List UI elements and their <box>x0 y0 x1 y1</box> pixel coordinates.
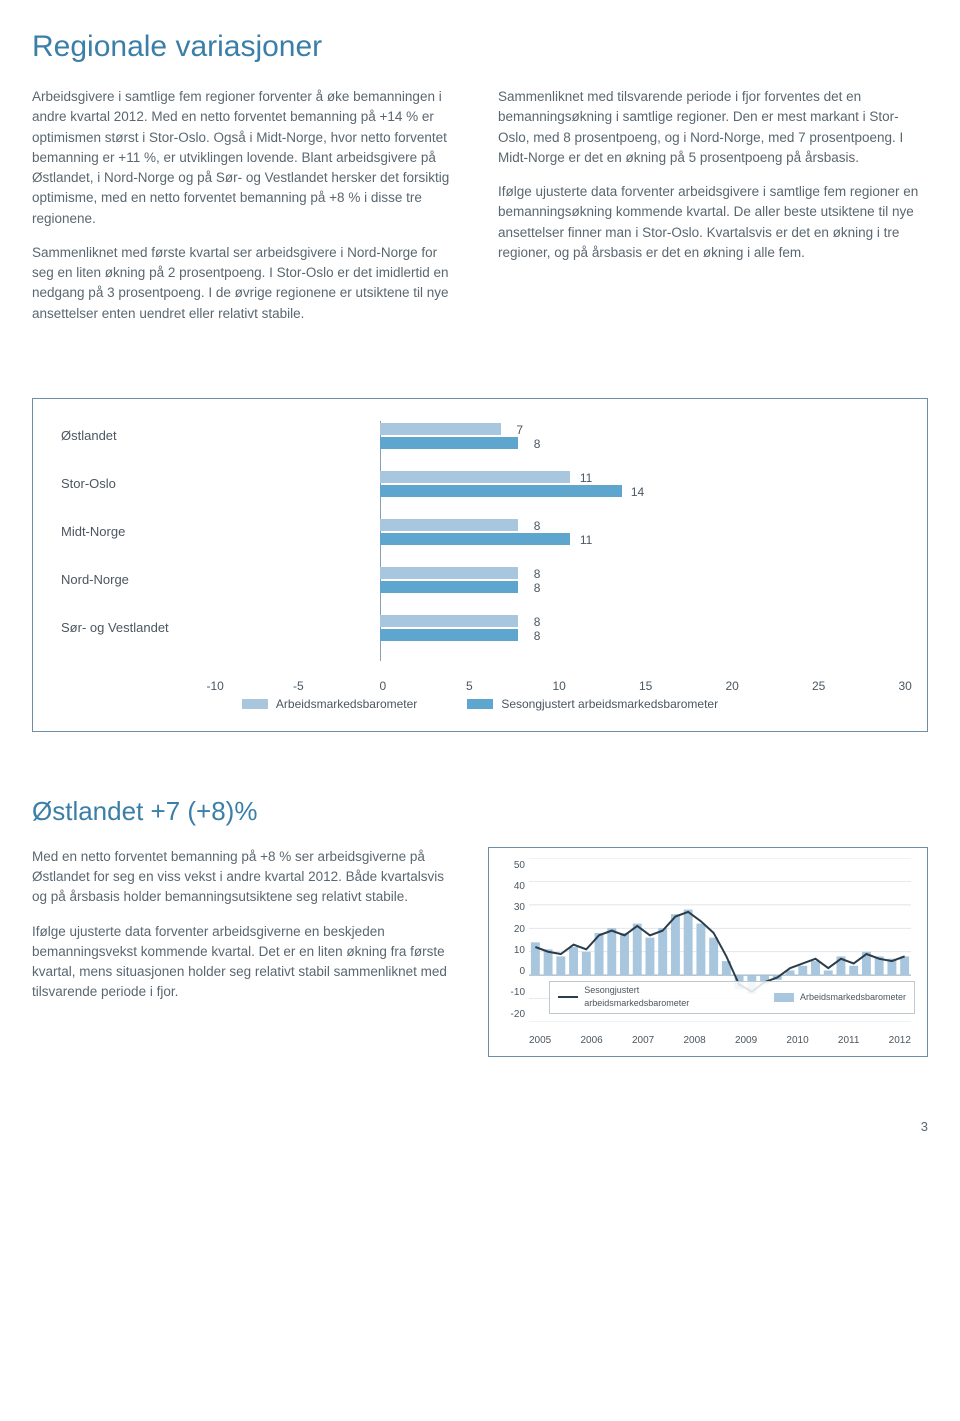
bar-value-label: 11 <box>580 531 592 549</box>
legend-label: Arbeidsmarkedsbarometer <box>800 991 906 1005</box>
regional-bar-chart: Østlandet Stor-Oslo Midt-Norge Nord-Norge Sø… <box>32 398 928 732</box>
x-tick-label: 5 <box>466 677 467 695</box>
y-tick-label: 20 <box>501 922 525 937</box>
y-tick-label: 10 <box>501 943 525 958</box>
bar-segment: 11 <box>380 471 570 483</box>
x-year-label: 2011 <box>838 1033 860 1048</box>
legend-label: Sesongjustert arbeidsmarkedsbarometer <box>584 984 734 1011</box>
x-year-label: 2006 <box>580 1033 602 1048</box>
page-title: Regionale variasjoner <box>32 24 928 69</box>
bar-segment: 11 <box>380 533 570 545</box>
x-year-label: 2010 <box>786 1033 808 1048</box>
x-tick-label: 20 <box>726 677 727 695</box>
bar-chart-legend: Arbeidsmarkedsbarometer Sesongjustert ar… <box>61 695 899 713</box>
x-year-label: 2009 <box>735 1033 757 1048</box>
body-paragraph: Sammenliknet med tilsvarende periode i f… <box>498 87 928 168</box>
bar-category-label: Midt-Norge <box>61 517 191 547</box>
bar-category-label: Stor-Oslo <box>61 469 191 499</box>
x-tick-label: 0 <box>380 677 381 695</box>
legend-line-sample <box>558 996 578 998</box>
bar-segment: 8 <box>380 629 518 641</box>
body-paragraph: Sammenliknet med første kvartal ser arbe… <box>32 243 462 324</box>
bar-row: 88 <box>207 613 899 643</box>
legend-swatch <box>774 993 794 1002</box>
page-number: 3 <box>32 1117 928 1137</box>
body-paragraph: Ifølge ujusterte data forventer arbeidsg… <box>32 922 458 1003</box>
right-column: Sammenliknet med tilsvarende periode i f… <box>498 87 928 338</box>
left-column: Arbeidsgivere i samtlige fem regioner fo… <box>32 87 462 338</box>
x-year-label: 2012 <box>889 1033 911 1048</box>
bar-row: 78 <box>207 421 899 451</box>
bar-segment: 14 <box>380 485 622 497</box>
bar-value-label: 14 <box>631 483 644 501</box>
legend-item: Sesongjustert arbeidsmarkedsbarometer <box>558 984 734 1011</box>
bar-segment: 8 <box>380 615 518 627</box>
bar-category-labels: Østlandet Stor-Oslo Midt-Norge Nord-Norge Sø… <box>61 421 191 691</box>
section-title: Østlandet +7 (+8)% <box>32 792 928 831</box>
bar-category-label: Nord-Norge <box>61 565 191 595</box>
y-tick-label: -10 <box>501 985 525 1000</box>
section2-text: Med en netto forventet bemanning på +8 %… <box>32 847 458 1057</box>
y-tick-label: -20 <box>501 1007 525 1022</box>
intro-columns: Arbeidsgivere i samtlige fem regioner fo… <box>32 87 928 338</box>
x-tick-label: 25 <box>812 677 813 695</box>
bar-category-label: Østlandet <box>61 421 191 451</box>
bar-segment: 8 <box>380 437 518 449</box>
y-tick-label: 30 <box>501 900 525 915</box>
legend-item: Arbeidsmarkedsbarometer <box>242 695 417 713</box>
y-tick-label: 50 <box>501 858 525 873</box>
bar-row: 8 11 <box>207 517 899 547</box>
bar-value-label: 8 <box>534 435 541 453</box>
body-paragraph: Ifølge ujusterte data forventer arbeidsg… <box>498 182 928 263</box>
ostlandet-line-chart: 50403020100-10-20 2005200620072008200920… <box>488 847 928 1057</box>
bar-category-label: Sør- og Vestlandet <box>61 613 191 643</box>
bar-segment: 7 <box>380 423 501 435</box>
legend-label: Arbeidsmarkedsbarometer <box>276 695 417 713</box>
bar-value-label: 8 <box>534 579 541 597</box>
y-tick-label: 40 <box>501 879 525 894</box>
legend-swatch <box>242 699 268 709</box>
bar-row: 88 <box>207 565 899 595</box>
x-tick-label: 10 <box>553 677 554 695</box>
legend-item: Arbeidsmarkedsbarometer <box>774 991 906 1005</box>
x-year-label: 2007 <box>632 1033 654 1048</box>
line-chart-legend: Sesongjustert arbeidsmarkedsbarometer Ar… <box>549 981 915 1014</box>
line-y-axis: 50 40 30 20 10 0 -10 -20 <box>501 858 525 1022</box>
x-tick-label: -5 <box>293 677 294 695</box>
bar-segment: 8 <box>380 519 518 531</box>
body-paragraph: Arbeidsgivere i samtlige fem regioner fo… <box>32 87 462 229</box>
legend-label: Sesongjustert arbeidsmarkedsbarometer <box>501 695 718 713</box>
y-tick-label: 0 <box>501 964 525 979</box>
bar-plot-area: 7811148118888-10-5051015202530 <box>207 421 899 691</box>
bar-row: 11 14 <box>207 469 899 499</box>
bar-value-label: 8 <box>534 627 541 645</box>
x-year-label: 2008 <box>683 1033 705 1048</box>
legend-swatch <box>467 699 493 709</box>
line-x-axis: 2005 2006 2007 2008 2009 2010 2011 2012 <box>529 1033 911 1048</box>
bar-segment: 8 <box>380 567 518 579</box>
body-paragraph: Med en netto forventet bemanning på +8 %… <box>32 847 458 908</box>
x-year-label: 2005 <box>529 1033 551 1048</box>
x-tick-label: 15 <box>639 677 640 695</box>
bar-segment: 8 <box>380 581 518 593</box>
x-tick-label: -10 <box>207 677 208 695</box>
legend-item: Sesongjustert arbeidsmarkedsbarometer <box>467 695 718 713</box>
x-tick-label: 30 <box>899 677 900 695</box>
